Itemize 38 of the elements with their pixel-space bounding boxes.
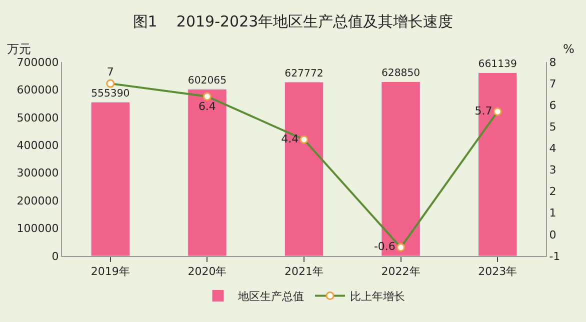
y2-tick-label: 1 xyxy=(549,206,556,220)
y2-tick-label: 6 xyxy=(549,98,556,112)
bar xyxy=(90,102,130,256)
data-label: 661139 xyxy=(478,59,517,70)
data-label: 555390 xyxy=(91,88,130,100)
data-label: 602065 xyxy=(188,75,227,86)
data-label: 7 xyxy=(106,65,114,78)
y2-tick-label: 7 xyxy=(549,77,556,90)
y2-tick-label: 4 xyxy=(549,142,556,156)
x-tick-label: 2021年 xyxy=(284,265,324,278)
x-tick-label: 2023年 xyxy=(478,265,518,278)
y2-tick-label: 8 xyxy=(549,56,556,69)
y-tick-label: 100000 xyxy=(16,222,59,236)
y2-tick-label: -1 xyxy=(549,250,560,263)
y-tick-label: 0 xyxy=(52,250,59,263)
y2-tick-label: 5 xyxy=(549,120,556,134)
data-label: 628850 xyxy=(381,68,420,79)
chart-title: 图1 2019-2023年地区生产总值及其增长速度 xyxy=(132,12,454,31)
data-label: 627772 xyxy=(284,68,324,80)
y2-tick-label: 2 xyxy=(549,185,556,198)
x-tick-label: 2020年 xyxy=(188,265,227,278)
y-tick-label: 200000 xyxy=(16,194,59,208)
y-tick-label: 500000 xyxy=(16,111,59,124)
bar xyxy=(188,88,227,256)
legend-label: 地区生产总值 xyxy=(237,290,304,304)
y2-axis-title: % xyxy=(563,42,574,56)
x-tick-label: 2022年 xyxy=(381,265,420,278)
bar xyxy=(478,72,518,256)
y-axis-title: 万元 xyxy=(7,42,31,56)
y2-tick-label: 0 xyxy=(549,228,556,242)
y-tick-label: 700000 xyxy=(16,56,59,69)
y-tick-label: 600000 xyxy=(16,84,59,97)
y-tick-label: 400000 xyxy=(16,138,59,152)
x-tick-label: 2019年 xyxy=(90,265,130,278)
legend-label: 比上年增长 xyxy=(350,290,405,304)
y2-tick-label: 3 xyxy=(549,164,556,177)
y-tick-label: 300000 xyxy=(16,166,59,180)
data-label: 6.4 xyxy=(198,100,216,114)
